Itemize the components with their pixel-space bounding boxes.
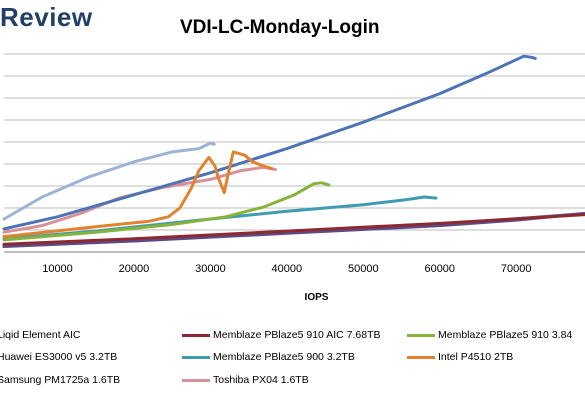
legend-label: Liqid Element AIC <box>0 329 81 341</box>
legend-item-memblaze-910-aic: Memblaze PBlaze5 910 AIC 7.68TB <box>182 327 381 343</box>
x-tick-label: 10000 <box>42 263 73 275</box>
legend-label: Memblaze PBlaze5 910 3.84 <box>438 329 573 341</box>
series-line-5 <box>2 150 274 239</box>
series-line-8 <box>2 141 216 221</box>
x-tick-label: 70000 <box>501 263 532 275</box>
legend-item-toshiba: Toshiba PX04 1.6TB <box>182 372 309 388</box>
series-line-2 <box>2 181 331 242</box>
series-line-1 <box>2 213 585 246</box>
chart-gridlines <box>4 53 585 253</box>
chart-series-layer <box>2 54 585 248</box>
legend-label: Memblaze PBlaze5 900 3.2TB <box>213 351 355 363</box>
x-tick-label: 60000 <box>424 263 455 275</box>
legend-label: Huawei ES3000 v5 3.2TB <box>0 351 118 363</box>
legend-item-memblaze-900: Memblaze PBlaze5 900 3.2TB <box>182 349 355 365</box>
legend-swatch <box>407 333 435 337</box>
series-line-6 <box>2 54 537 231</box>
x-axis-label: IOPS <box>305 292 329 303</box>
legend-label: Intel P4510 2TB <box>438 351 514 363</box>
x-tick-label: 20000 <box>119 263 150 275</box>
legend-label: Memblaze PBlaze5 910 AIC 7.68TB <box>213 329 381 341</box>
legend-swatch <box>182 378 210 382</box>
legend-item-memblaze-910-384: Memblaze PBlaze5 910 3.84 <box>407 327 572 343</box>
x-tick-label: 40000 <box>272 263 303 275</box>
legend-swatch <box>182 333 210 337</box>
x-tick-label: 30000 <box>195 263 226 275</box>
legend-item-huawei: Huawei ES3000 v5 3.2TB <box>0 349 117 365</box>
brand-logo-text: Review <box>0 2 93 32</box>
legend-swatch <box>407 355 435 359</box>
legend-item-liqid: Liqid Element AIC <box>0 327 80 343</box>
legend-item-samsung: Samsung PM1725a 1.6TB <box>0 372 120 388</box>
legend-swatch <box>182 355 210 359</box>
legend-item-intel: Intel P4510 2TB <box>407 349 513 365</box>
legend-label: Toshiba PX04 1.6TB <box>213 374 309 386</box>
legend-label: Samsung PM1725a 1.6TB <box>0 374 121 386</box>
x-axis-tick-labels: 10000 20000 30000 40000 50000 60000 70000 <box>42 263 531 275</box>
chart-title: VDI-LC-Monday-Login <box>180 17 380 38</box>
x-tick-label: 50000 <box>348 263 379 275</box>
